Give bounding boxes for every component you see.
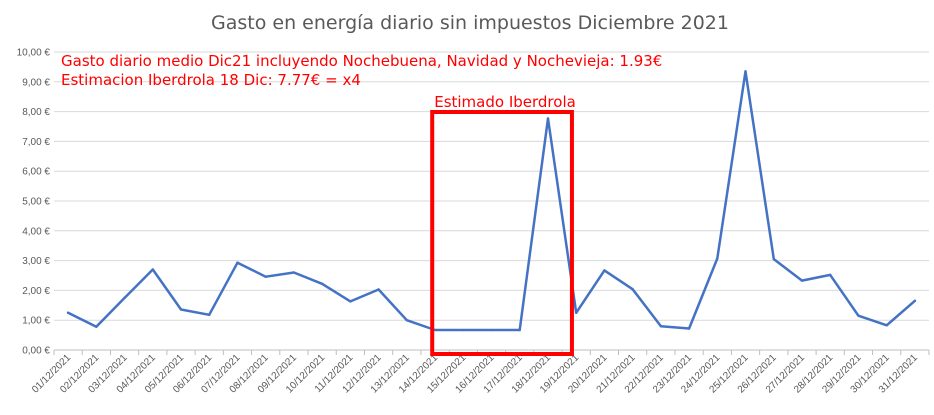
x-axis: 01/12/202102/12/202103/12/202104/12/2021… [30,350,930,396]
data-point [349,300,352,303]
data-point [716,257,719,260]
annotation-average: Gasto diario medio Dic21 incluyendo Noch… [61,52,662,70]
chart-title: Gasto en energía diario sin impuestos Di… [211,12,729,34]
data-point [151,268,154,271]
data-point [574,311,578,314]
data-point [913,299,917,303]
data-point [518,328,521,332]
data-point [885,324,888,327]
data-point [292,271,296,274]
data-point [208,313,211,317]
data-point [546,117,550,120]
y-tick-label: 5,00 € [22,197,50,208]
series-group [66,70,917,332]
highlight-group: Estimado Iberdrola [430,93,576,356]
data-point [603,269,606,272]
data-point [687,327,691,330]
data-point [66,311,70,314]
data-point [377,288,380,291]
data-point [800,279,804,282]
data-point [264,275,267,278]
data-point [123,296,126,300]
data-point [95,325,98,328]
data-point [772,257,775,261]
data-point [433,328,437,332]
y-tick-label: 4,00 € [22,226,50,237]
data-point [857,314,860,317]
data-point [659,324,663,328]
y-axis: 0,00 € 1,00 € 2,00 € 3,00 € 4,00 € 5,00 € 6,00… [17,48,51,357]
data-point [462,328,465,332]
highlight-box [430,110,574,356]
data-point [490,328,493,332]
y-tick-label: 6,00 € [22,167,50,178]
y-tick-label: 7,00 € [22,137,50,148]
data-point [631,288,634,291]
data-point [179,308,183,311]
y-tick-label: 1,00 € [22,316,50,327]
data-point [744,70,747,73]
y-tick-label: 0,00 € [22,346,50,357]
y-tick-label: 2,00 € [22,286,50,297]
data-point [405,319,409,322]
y-tick-label: 10,00 € [17,48,51,59]
data-point [320,282,324,286]
annotation-estimate: Estimacion Iberdrola 18 Dic: 7.77€ = x4 [61,71,361,89]
data-point [236,261,239,264]
y-tick-label: 9,00 € [22,77,50,88]
y-tick-label: 3,00 € [22,256,50,267]
data-point [829,273,832,277]
y-tick-label: 8,00 € [22,107,50,118]
highlight-label: Estimado Iberdrola [434,93,576,111]
